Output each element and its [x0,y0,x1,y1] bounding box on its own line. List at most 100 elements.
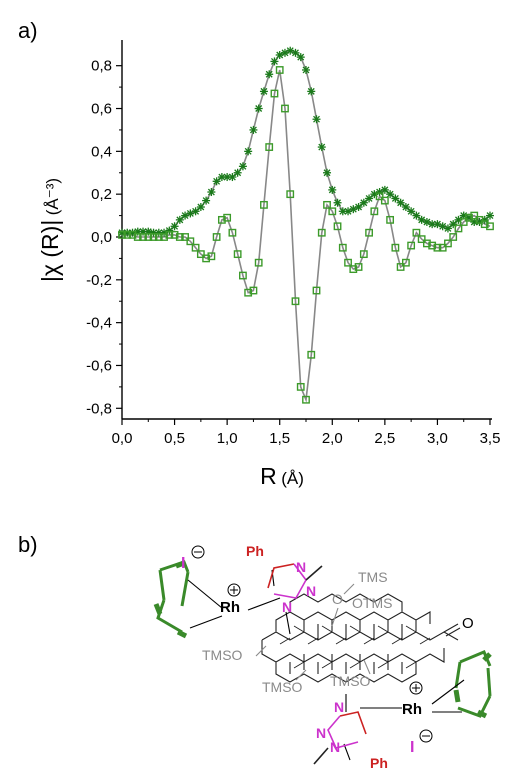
tmso-label-bottom: TMSO [262,679,303,695]
data-point-square [175,233,184,241]
y-tick-label: 0,0 [91,229,112,246]
phenyl-label-top: Ph [246,543,264,559]
data-point-asterisk [254,104,263,113]
data-point-asterisk [265,70,274,79]
cod-ligand-top [153,560,190,639]
x-axis-unit: (Å) [281,469,304,488]
data-point-square [475,215,484,224]
data-point-square [144,233,153,241]
x-tick-label: 0,5 [164,430,185,447]
data-point-square [181,233,189,241]
x-axis-title: R (Å) [260,463,304,489]
y-axis-title: |χ (R)| (Å⁻³) [37,178,63,282]
data-point-square [317,228,326,237]
y-axis-unit: (Å⁻³) [43,178,62,215]
data-point-square [370,207,379,216]
data-point-asterisk [396,198,405,207]
data-point-asterisk [412,211,421,220]
data-point-asterisk [380,185,389,194]
data-point-asterisk [323,168,332,177]
nitrogen-label: N [330,739,340,755]
fit-line-1 [122,49,491,234]
svg-text:|χ (R)| (Å⁻³): |χ (R)| (Å⁻³) [37,178,63,282]
y-tick-label: -0,8 [86,400,112,417]
data-point-asterisk [317,143,326,152]
data-point-asterisk [233,168,242,177]
x-tick-label: 1,0 [217,430,238,447]
data-point-asterisk [401,203,410,212]
data-point-square [449,233,458,241]
data-point-square [470,211,479,220]
data-point-square [354,263,363,271]
x-tick-label: 2,0 [322,430,343,447]
data-point-square [438,243,447,252]
data-point-square [423,239,431,248]
data-point-square [154,233,163,241]
triazole-bottom [313,711,367,765]
data-point-square [233,250,242,259]
fit-lines [122,49,491,403]
data-point-square [349,265,358,274]
data-point-asterisk [449,220,458,229]
y-tick-label: 0,6 [91,101,112,118]
panel-a-label: a) [18,18,38,43]
data-point-asterisk [259,87,268,96]
data-point-square [428,241,437,250]
data-point-square [165,230,174,239]
data-point-asterisk [244,147,253,156]
data-point-square [328,207,337,216]
data-point-asterisk [422,218,431,227]
rhodium-label-bottom: Rh [402,701,422,718]
data-point-asterisk [270,57,279,66]
x-tick-label: 1,5 [269,430,290,447]
nitrogen-label: N [316,725,326,741]
y-tick-label: 0,4 [91,143,112,160]
data-point-square [228,228,237,237]
otms-label: OTMS [352,595,392,611]
phenyl-label-bottom: Ph [370,755,388,771]
data-point-square [433,243,442,252]
negative-charge-icon [191,545,433,743]
data-point-asterisk [249,125,258,134]
positive-charge-icon [227,583,423,695]
cod-ligand-bottom [453,650,492,719]
data-point-square [133,233,142,241]
data-point-square [239,271,247,280]
data-point-square [396,263,405,271]
data-point-asterisk [454,215,463,224]
data-point-square [323,200,331,209]
data-point-asterisk [407,207,416,216]
data-point-asterisk [175,215,184,224]
data-point-asterisk [312,115,321,124]
data-point-square [365,228,373,237]
data-point-square [170,230,179,239]
data-point-square [291,297,300,306]
nitrogen-label: N [306,583,316,599]
data-point-asterisk [207,188,216,197]
data-point-square [123,230,132,239]
data-point-asterisk [486,211,494,220]
data-point-asterisk [302,65,310,74]
tmso-label-right: TMSO [330,673,371,689]
data-point-asterisk [391,194,400,203]
data-point-square [459,218,468,226]
y-axis-label: |χ (R)| [37,220,63,282]
data-point-asterisk [170,222,179,231]
triazole-top [267,563,323,599]
data-point-square [333,222,342,231]
data-point-square [412,228,421,237]
x-tick-label: 0,0 [112,430,133,447]
data-point-asterisk [365,194,374,203]
data-point-square [254,258,263,267]
data-point-asterisk [333,198,342,207]
data-markers [118,46,494,404]
y-tick-label: -0,2 [86,272,112,289]
data-point-square [307,350,316,359]
data-point-square [359,250,368,259]
y-tick-label: 0,8 [91,58,112,75]
data-point-square [118,230,126,239]
molecule-drawing: O TMS O OTMS TMSO TMSO TMSO [153,543,492,771]
data-point-square [338,243,347,252]
data-point-square [465,213,473,222]
